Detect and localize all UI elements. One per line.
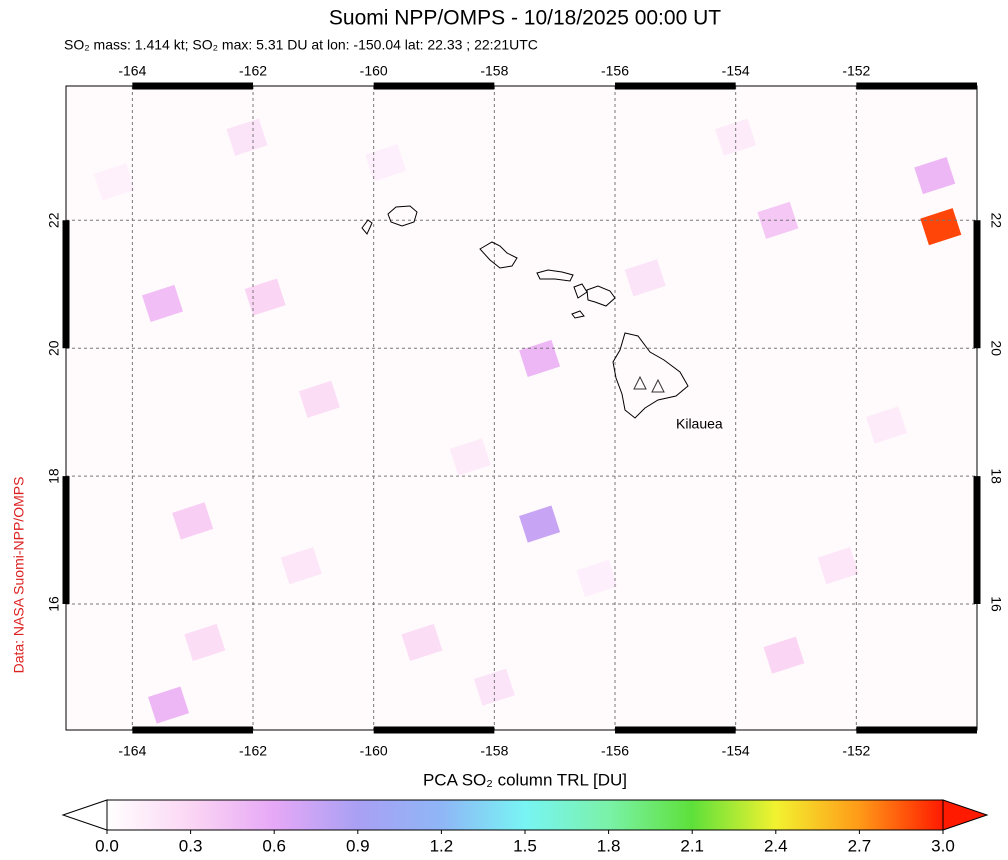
colorbar-tick-label: 0.0 bbox=[95, 836, 119, 855]
lon-tick-label: -164 bbox=[118, 743, 146, 759]
lon-tick-label: -154 bbox=[722, 743, 750, 759]
colorbar-tick-label: 3.0 bbox=[931, 836, 955, 855]
lon-tick-label: -158 bbox=[480, 63, 508, 79]
map-background bbox=[66, 86, 977, 730]
maui bbox=[586, 285, 616, 307]
colorbar bbox=[106, 799, 944, 831]
oahu bbox=[479, 241, 518, 269]
lon-tick-label: -160 bbox=[360, 743, 388, 759]
lat-tick-label: 16 bbox=[988, 596, 1004, 612]
so2-pixel bbox=[401, 623, 443, 661]
volcano-marker bbox=[633, 375, 647, 390]
lat-tick-label: 20 bbox=[988, 340, 1004, 356]
lat-tick-label: 18 bbox=[46, 468, 62, 484]
so2-pixel bbox=[365, 144, 407, 182]
colorbar-tick-label: 0.3 bbox=[179, 836, 203, 855]
lon-tick-label: -160 bbox=[360, 63, 388, 79]
lon-tick-label: -158 bbox=[480, 743, 508, 759]
so2-pixel bbox=[576, 559, 618, 598]
kauai bbox=[387, 205, 418, 227]
lon-tick-label: -154 bbox=[722, 63, 750, 79]
so2-pixel bbox=[519, 505, 561, 543]
colorbar-label: PCA SO₂ column TRL [DU] bbox=[423, 770, 627, 789]
so2-pixel bbox=[624, 259, 666, 297]
lat-tick-label: 20 bbox=[46, 340, 62, 356]
so2-pixel bbox=[763, 636, 805, 674]
map-frame bbox=[65, 85, 978, 731]
colorbar-min-arrow bbox=[61, 799, 108, 831]
volcano-label: Kilauea bbox=[676, 416, 723, 432]
lon-tick-label: -156 bbox=[601, 63, 629, 79]
lon-tick-label: -156 bbox=[601, 743, 629, 759]
so2-pixel bbox=[715, 118, 757, 156]
coastlines bbox=[361, 205, 689, 419]
so2-pixel bbox=[757, 201, 799, 239]
so2-pixel bbox=[519, 339, 561, 378]
so2-pixel bbox=[93, 163, 135, 201]
so2-pixel bbox=[148, 686, 190, 724]
so2-pixel bbox=[449, 438, 491, 476]
colorbar-tick-label: 0.9 bbox=[346, 836, 370, 855]
molokai bbox=[536, 269, 574, 282]
colorbar-tick-label: 2.1 bbox=[680, 836, 704, 855]
title: Suomi NPP/OMPS - 10/18/2025 00:00 UT bbox=[329, 7, 721, 30]
so2-pixel bbox=[920, 208, 962, 246]
colorbar-tick-label: 1.8 bbox=[597, 836, 621, 855]
lon-tick-label: -152 bbox=[842, 63, 870, 79]
so2-pixel bbox=[226, 118, 268, 156]
so2-layer bbox=[93, 118, 962, 724]
kahoolawe bbox=[571, 310, 585, 319]
so2-pixel bbox=[142, 284, 184, 323]
so2-pixel bbox=[298, 380, 340, 418]
lon-tick-label: -162 bbox=[239, 63, 267, 79]
colorbar-tick-label: 2.7 bbox=[848, 836, 872, 855]
lon-tick-label: -152 bbox=[842, 743, 870, 759]
colorbar-tick-label: 1.5 bbox=[513, 836, 537, 855]
colorbar-tick-label: 1.2 bbox=[430, 836, 454, 855]
so2-pixel bbox=[244, 278, 286, 316]
so2-pixel bbox=[280, 547, 322, 585]
frame-ticks bbox=[62, 82, 981, 734]
volcano-marker bbox=[651, 378, 665, 393]
niihau bbox=[361, 219, 373, 235]
lon-tick-label: -162 bbox=[239, 743, 267, 759]
so2-pixel bbox=[184, 623, 226, 661]
colorbar-tick-label: 0.6 bbox=[262, 836, 286, 855]
colorbar-max-arrow bbox=[942, 799, 989, 831]
so2-pixel bbox=[866, 406, 907, 444]
so2-pixel bbox=[172, 502, 214, 540]
lat-tick-label: 16 bbox=[46, 596, 62, 612]
so2-pixel bbox=[914, 156, 956, 195]
credit: Data: NASA Suomi-NPP/OMPS bbox=[11, 477, 27, 674]
colorbar-tick-label: 2.4 bbox=[764, 836, 788, 855]
lat-tick-label: 22 bbox=[46, 212, 62, 228]
grid bbox=[66, 86, 977, 730]
lat-tick-label: 18 bbox=[988, 468, 1004, 484]
lat-tick-label: 22 bbox=[988, 213, 1004, 229]
lon-tick-label: -164 bbox=[118, 63, 146, 79]
hawaii bbox=[612, 332, 689, 419]
subtitle: SO₂ mass: 1.414 kt; SO₂ max: 5.31 DU at … bbox=[64, 37, 538, 53]
so2-pixel bbox=[817, 547, 859, 585]
